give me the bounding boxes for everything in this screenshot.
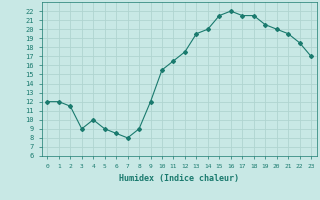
X-axis label: Humidex (Indice chaleur): Humidex (Indice chaleur) [119,174,239,183]
